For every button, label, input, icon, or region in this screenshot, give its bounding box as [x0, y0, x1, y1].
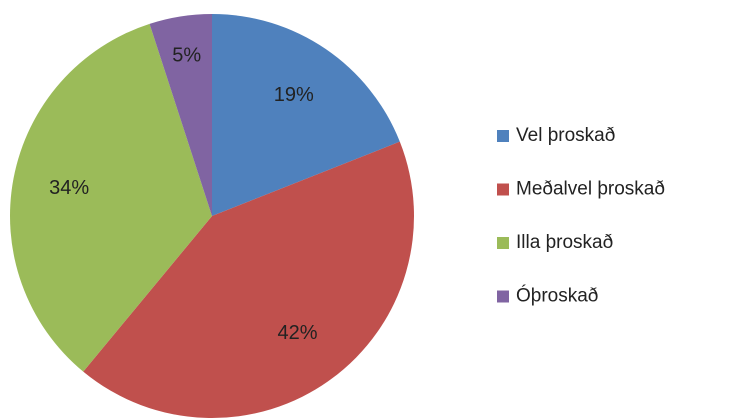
data-label: 5% [172, 45, 201, 67]
pie-slice [212, 14, 400, 216]
legend-label: Óþroskað [516, 285, 598, 307]
pie-slice [83, 141, 414, 418]
pie-slice [149, 14, 212, 216]
legend-label: Vel þroskað [516, 125, 615, 146]
legend-swatch [497, 290, 509, 303]
data-label: 19% [274, 84, 314, 106]
legend-label: Illa þroskað [516, 232, 613, 253]
data-label: 34% [49, 177, 89, 199]
pie-slice [10, 23, 213, 372]
legend-swatch [497, 237, 509, 249]
legend-swatch [497, 183, 509, 196]
legend-label: Meðalvel þroskað [516, 179, 665, 200]
legend-swatch [497, 130, 509, 142]
data-label: 42% [277, 322, 317, 344]
